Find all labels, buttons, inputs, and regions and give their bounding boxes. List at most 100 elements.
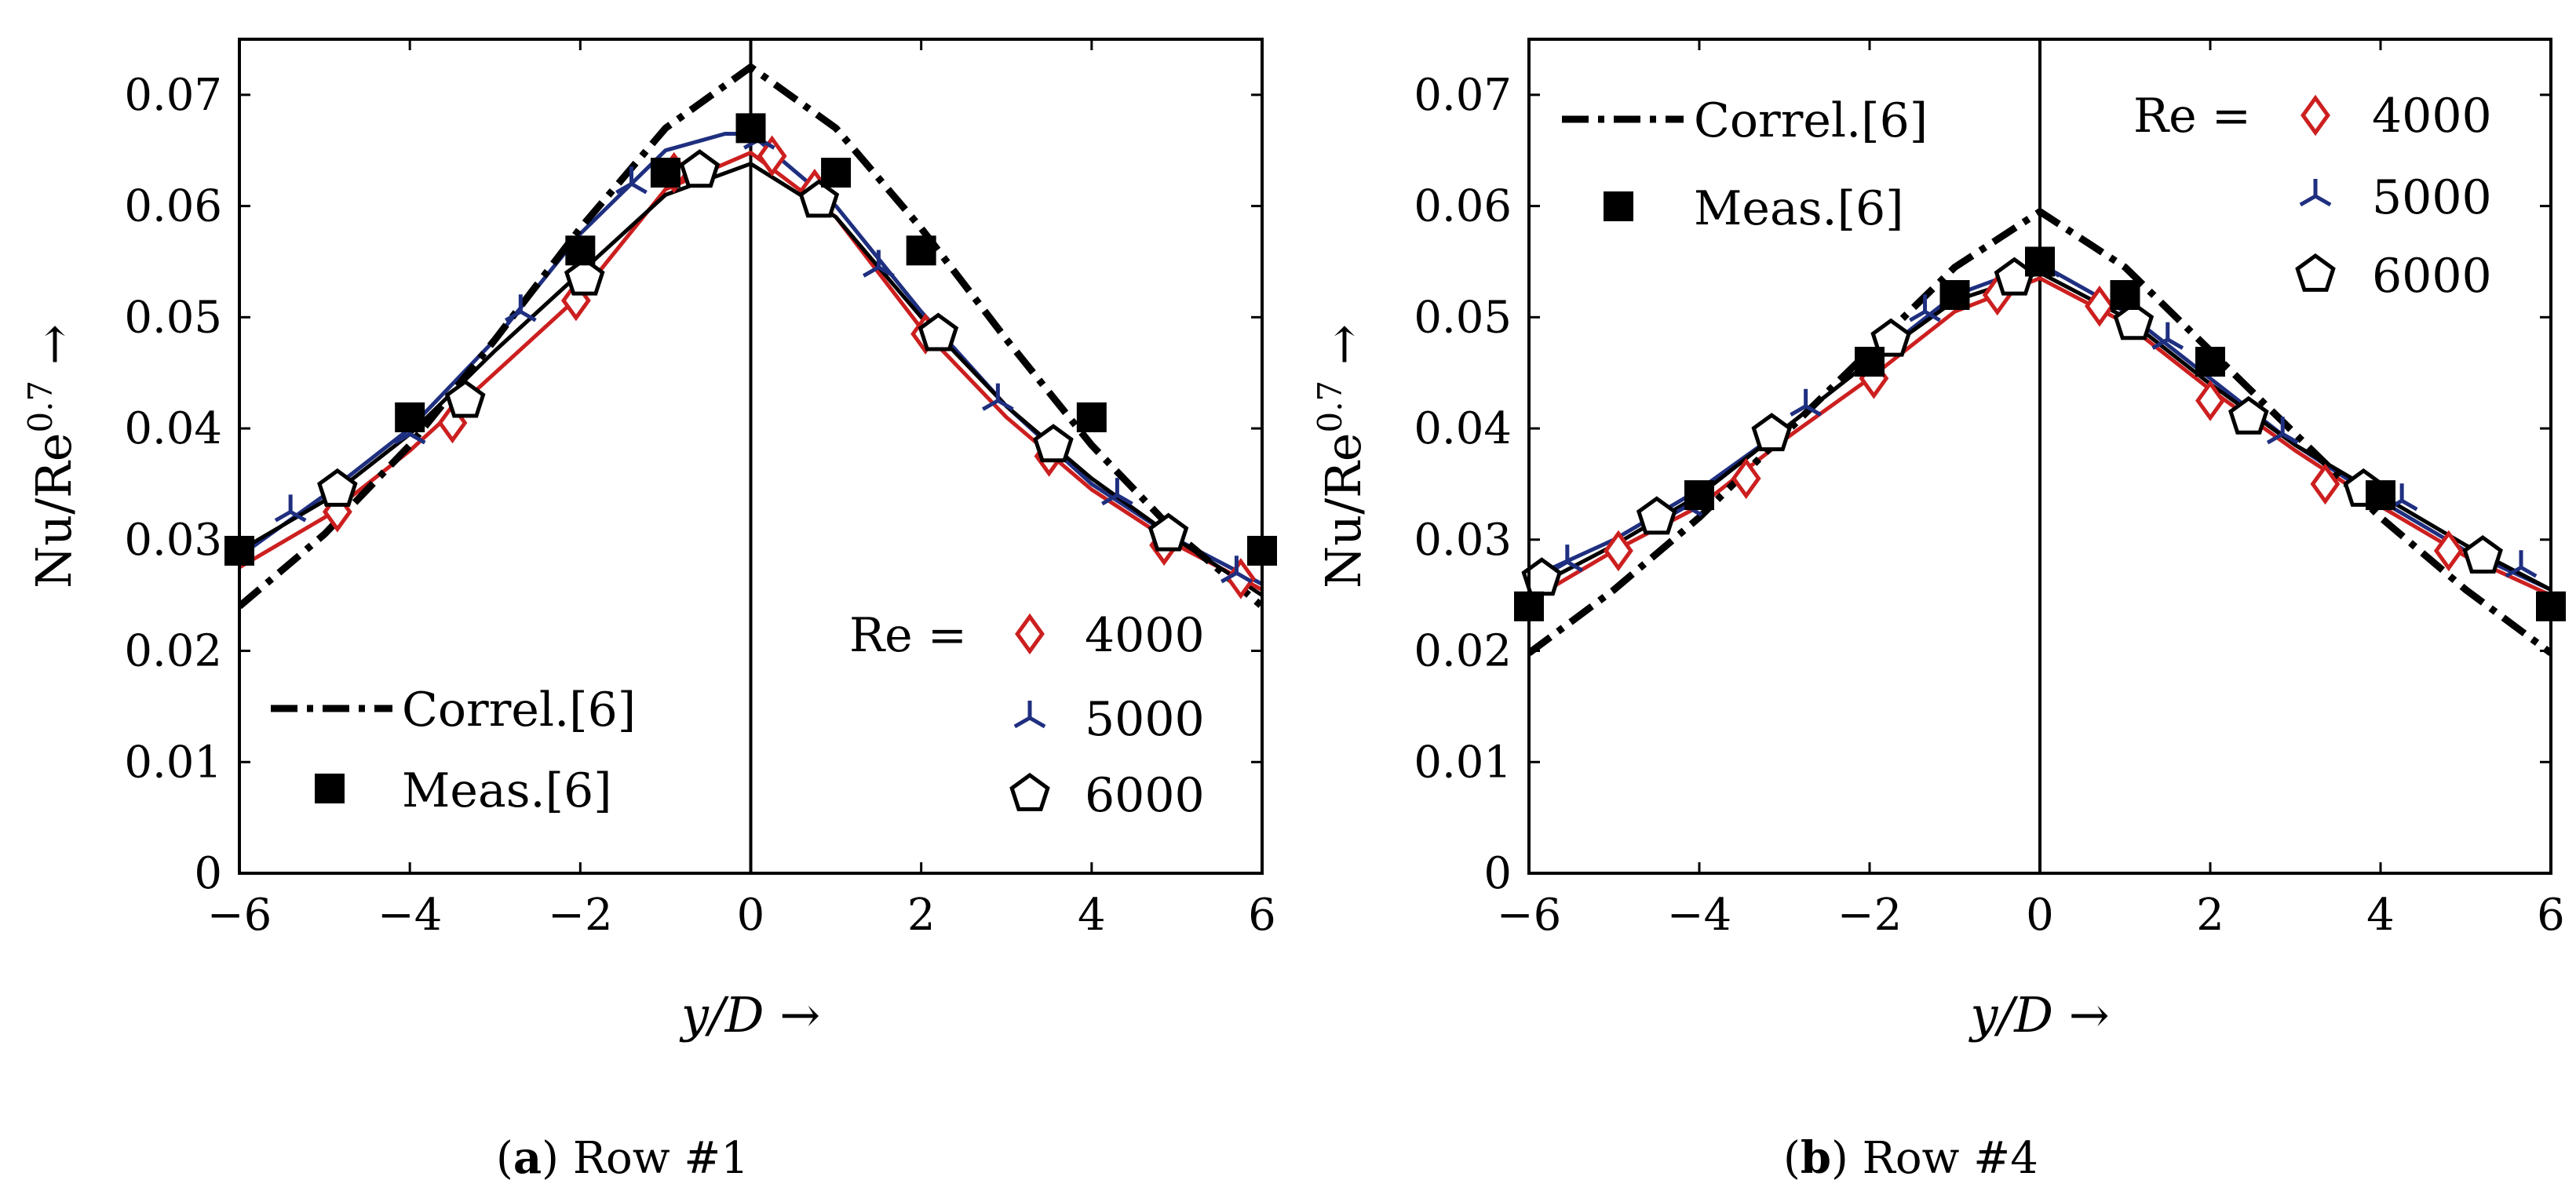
panel-b-point-tri-arm bbox=[1924, 310, 1941, 322]
panel-b-point-tri-arm bbox=[2166, 337, 2184, 350]
panel-a-point-tri-arm bbox=[1220, 571, 1238, 584]
panel-b-ytick-label: 0 bbox=[1483, 848, 1512, 899]
panel-b-series-line-3 bbox=[1529, 208, 2551, 657]
panel-b-legend-marker-6000-shape bbox=[2295, 253, 2336, 292]
panel-b-legend-4000: 4000 bbox=[2372, 89, 2492, 144]
panel-b-point-diamond bbox=[2195, 380, 2225, 421]
panel-b-legend-marker-5000-shape-arm bbox=[2314, 194, 2332, 207]
panel-a-point-tri-arm bbox=[1235, 571, 1253, 584]
panel-a-legend-marker-5000-shape-arm bbox=[1013, 716, 1031, 729]
panel-b-point-pentagon bbox=[1636, 496, 1677, 535]
panel-a-point-tri-arm bbox=[878, 265, 895, 278]
panel-a-point-tri-arm bbox=[274, 510, 292, 523]
panel-b-xtick-label: −2 bbox=[1837, 890, 1903, 941]
panel-b-legend: Correl.[6] Meas.[6] Re = 4000 5000 6000 bbox=[1562, 89, 2492, 304]
panel-b-ytick-label: 0.06 bbox=[1414, 181, 1512, 232]
panel-a-xtick-label: 4 bbox=[1078, 890, 1106, 941]
panel-a-point-diamond bbox=[757, 135, 787, 177]
panel-b-point-pentagon bbox=[2228, 395, 2269, 435]
panel-b-point-pentagon bbox=[1870, 318, 1911, 357]
panel-b-point-tri-arm bbox=[1790, 404, 1807, 417]
panel-b-point-square bbox=[1684, 480, 1714, 511]
panel-b-point-tri bbox=[1909, 294, 1941, 322]
panel-b-point-pentagon bbox=[2113, 301, 2155, 341]
panel-b-point-square bbox=[2110, 279, 2140, 310]
panel-b-legend-marker-5000-shape bbox=[2299, 179, 2332, 207]
panel-b-point-tri-arm bbox=[2519, 566, 2538, 578]
panel-b-ylabel-arrow: → bbox=[1315, 324, 1372, 381]
panel-b-caption: (b) Row #4 bbox=[1783, 1132, 2038, 1184]
panel-a-legend-marker-5000 bbox=[1013, 701, 1046, 729]
panel-a-ytick-label: 0.06 bbox=[124, 181, 222, 232]
panel-a-point-tri bbox=[274, 494, 307, 523]
panel-b-legend-correl-label: Correl.[6] bbox=[1694, 93, 1928, 148]
panel-a-point-tri-arm bbox=[289, 510, 307, 523]
panel-a-legend-marker-4000-shape bbox=[1015, 613, 1045, 655]
panel-a-point-pentagon bbox=[798, 179, 840, 218]
panel-b-point-tri bbox=[1790, 388, 1823, 417]
panel-b-ytick-label: 0.02 bbox=[1414, 626, 1512, 677]
panel-b-xtick-label: 6 bbox=[2537, 890, 2565, 941]
panel-b-point-tri bbox=[2505, 550, 2538, 578]
panel-a-point-pentagon bbox=[444, 379, 486, 418]
panel-a-point-pentagon bbox=[679, 149, 721, 188]
panel-b-ytick-label: 0.07 bbox=[1414, 70, 1512, 121]
panel-a-legend-marker-5000-shape-arm bbox=[1028, 716, 1046, 729]
panel-a-point-tri-arm bbox=[408, 432, 426, 445]
panel-b-xtick-label: −4 bbox=[1667, 890, 1732, 941]
panel-b-point-square bbox=[1855, 347, 1885, 377]
panel-a-point-square bbox=[565, 235, 596, 266]
panel-b: 0 0.01 0.02 0.03 0.04 0.05 0.06 0.07 −6 −4 −2 0 2 4 6 y… bbox=[1311, 38, 2566, 1184]
panel-b-point-diamond bbox=[1731, 457, 1761, 500]
panel-a-xlabel: y/D → bbox=[679, 986, 820, 1043]
panel-a-caption-letter: a bbox=[513, 1132, 542, 1184]
panel-b-xtick-label: 4 bbox=[2366, 890, 2395, 941]
panel-a-xtick-label: 6 bbox=[1248, 890, 1276, 941]
panel-a-xtick-label: −6 bbox=[207, 890, 272, 941]
panel-a-point-tri bbox=[862, 249, 895, 278]
panel-b-caption-letter: b bbox=[1801, 1132, 1831, 1184]
panel-a-ytick-label: 0.01 bbox=[124, 737, 222, 788]
panel-b-ylabel-base: Nu/Re bbox=[1315, 433, 1372, 588]
panel-a-legend-meas-label: Meas.[6] bbox=[402, 763, 612, 818]
panel-b-ylabel-exp: 0.7 bbox=[1311, 381, 1349, 433]
panel-a-point-pentagon bbox=[1148, 512, 1189, 552]
panel-b-point-diamond bbox=[2433, 530, 2464, 572]
panel-a-point-tri bbox=[982, 383, 1014, 411]
panel-a-legend-5000: 5000 bbox=[1085, 692, 1205, 747]
panel-b-point-square bbox=[2025, 246, 2055, 277]
panel-b-legend-marker-5000-shape-arm bbox=[2299, 194, 2317, 207]
panel-a-point-tri-arm bbox=[1101, 493, 1118, 506]
panel-b-legend-marker-6000 bbox=[2295, 253, 2336, 292]
panel-b-legend-6000: 6000 bbox=[2372, 249, 2492, 304]
panel-a-ylabel: Nu/Re0.7 → bbox=[21, 324, 82, 588]
panel-a: 0 0.01 0.02 0.03 0.04 0.05 0.06 0.07 −6 −4 −2 0 2 4 6 y… bbox=[21, 38, 1277, 1184]
panel-b-ytick-label: 0.01 bbox=[1414, 737, 1512, 788]
panel-b-plot-layer: 0 0.01 0.02 0.03 0.04 0.05 0.06 0.07 −6 −4 −2 0 2 4 6 y… bbox=[1311, 38, 2566, 1043]
panel-b-ylabel: Nu/Re0.7 → bbox=[1311, 324, 1372, 588]
panel-a-point-tri-arm bbox=[982, 399, 999, 411]
panel-b-ytick-label: 0.05 bbox=[1414, 292, 1512, 343]
panel-b-point-tri-arm bbox=[1909, 310, 1926, 322]
panel-a-point-tri-arm bbox=[615, 182, 633, 195]
panel-a-legend-marker-6000 bbox=[1009, 772, 1050, 811]
panel-a-legend-marker-6000-shape bbox=[1009, 772, 1050, 811]
panel-a-point-square bbox=[395, 402, 425, 432]
panel-b-ytick-label: 0.03 bbox=[1414, 515, 1512, 566]
panel-b-xlabel: y/D → bbox=[1968, 986, 2109, 1043]
panel-b-point-square bbox=[2366, 480, 2395, 511]
panel-a-xtick-label: 0 bbox=[737, 890, 765, 941]
panel-a-point-square bbox=[1076, 402, 1107, 432]
panel-a-xtick-label: −2 bbox=[548, 890, 613, 941]
panel-b-xtick-label: 2 bbox=[2196, 890, 2224, 941]
panel-b-ytick-label: 0.04 bbox=[1414, 403, 1512, 454]
panel-a-caption: (a) Row #1 bbox=[496, 1132, 749, 1184]
panel-b-point-tri-arm bbox=[2505, 566, 2523, 578]
panel-b-legend-marker-5000 bbox=[2299, 179, 2332, 207]
panel-b-point-tri-arm bbox=[2151, 337, 2169, 350]
panel-a-legend-correl-label: Correl.[6] bbox=[402, 683, 636, 738]
panel-b-point-tri-arm bbox=[1804, 404, 1823, 417]
panel-a-series-line-0 bbox=[239, 151, 1262, 592]
panel-a-point-square bbox=[821, 158, 852, 188]
panel-b-point-pentagon bbox=[1751, 413, 1793, 452]
